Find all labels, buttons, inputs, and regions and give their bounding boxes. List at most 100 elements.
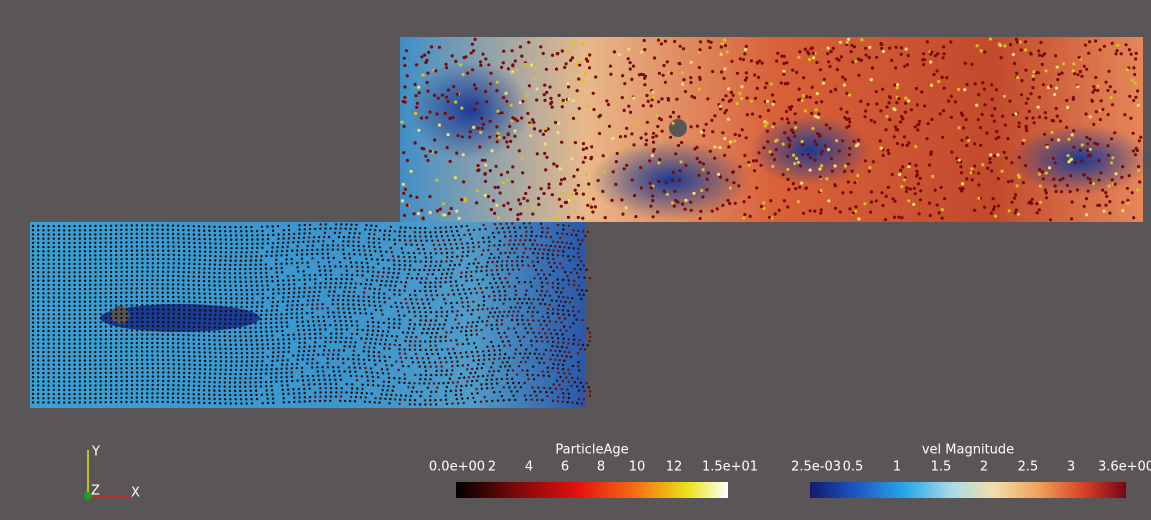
particle: [766, 130, 769, 133]
particle: [538, 248, 540, 250]
particle: [490, 366, 492, 368]
particle: [481, 53, 484, 56]
particle: [936, 69, 939, 72]
particle: [444, 357, 446, 359]
particle: [131, 254, 133, 256]
particle: [151, 392, 153, 394]
particle: [351, 333, 353, 335]
particle: [115, 372, 117, 374]
particle: [42, 267, 44, 269]
particle: [905, 48, 908, 51]
particle: [459, 238, 461, 240]
particle: [567, 297, 569, 299]
particle: [37, 380, 39, 382]
particle: [157, 380, 159, 382]
particle: [389, 230, 391, 232]
particle: [141, 396, 143, 398]
particle: [539, 391, 541, 393]
particle: [493, 212, 496, 215]
particle: [1128, 95, 1131, 98]
particle: [47, 368, 49, 370]
particle: [607, 103, 610, 106]
particle: [120, 237, 122, 239]
particle: [115, 237, 117, 239]
particle: [657, 180, 660, 183]
particle: [188, 237, 190, 239]
particle: [293, 334, 295, 336]
particle: [172, 321, 174, 323]
particle: [529, 239, 531, 241]
particle: [533, 307, 535, 309]
particle: [355, 224, 357, 226]
particle: [173, 363, 175, 365]
particle: [514, 386, 516, 388]
particle: [476, 380, 478, 382]
particle: [47, 280, 49, 282]
particle: [240, 373, 242, 375]
particle: [89, 242, 91, 244]
particle: [110, 233, 112, 235]
particle: [702, 168, 705, 171]
particle: [744, 48, 747, 51]
particle: [414, 83, 417, 86]
particle: [483, 159, 486, 162]
particle: [167, 283, 169, 285]
particle: [667, 97, 670, 100]
particle: [932, 73, 935, 76]
particle: [178, 367, 180, 369]
particle: [543, 99, 546, 102]
particle: [32, 376, 34, 378]
particle: [1044, 69, 1047, 72]
particle: [68, 385, 70, 387]
particle: [1003, 44, 1006, 47]
particle: [434, 227, 436, 229]
particle: [572, 306, 574, 308]
particle: [193, 288, 195, 290]
particle: [115, 241, 117, 243]
particle: [374, 250, 376, 252]
particle: [445, 260, 447, 262]
particle: [346, 328, 348, 330]
particle: [1121, 209, 1124, 212]
particle: [68, 313, 70, 315]
particle: [167, 245, 169, 247]
particle: [182, 393, 184, 395]
particle: [436, 386, 438, 388]
particle: [427, 387, 429, 389]
particle: [368, 245, 370, 247]
particle: [351, 278, 353, 280]
particle: [493, 391, 495, 393]
particle: [864, 159, 867, 162]
particle: [498, 231, 500, 233]
particle: [141, 224, 143, 226]
particle: [543, 353, 545, 355]
particle: [371, 392, 373, 394]
particle: [224, 285, 226, 287]
particle: [582, 161, 585, 164]
particle: [962, 126, 965, 129]
particle: [662, 64, 665, 67]
particle: [32, 317, 34, 319]
particle: [562, 368, 564, 370]
particle: [182, 275, 184, 277]
particle: [794, 112, 797, 115]
particle: [809, 209, 812, 212]
particle: [141, 354, 143, 356]
particle: [99, 246, 101, 248]
particle: [301, 258, 303, 260]
particle: [414, 344, 416, 346]
particle: [32, 397, 34, 399]
particle: [589, 390, 591, 392]
particle: [551, 345, 553, 347]
particle: [105, 237, 107, 239]
particle: [350, 375, 352, 377]
particle: [312, 375, 314, 377]
particle: [1016, 184, 1019, 187]
particle: [562, 228, 564, 230]
particle: [462, 251, 464, 253]
particle: [208, 276, 210, 278]
particle: [813, 158, 816, 161]
particle: [152, 375, 154, 377]
particle: [280, 263, 282, 265]
particle: [375, 225, 377, 227]
